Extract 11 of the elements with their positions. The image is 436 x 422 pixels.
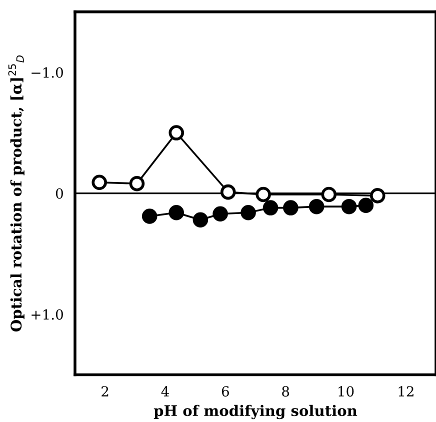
x-axis-title: pH of modifying solution bbox=[154, 404, 358, 420]
y-axis-title: Optical rotation of product, [α]$^{25}$$_{D}$ bbox=[8, 55, 24, 332]
x-tick-label: 12 bbox=[398, 386, 414, 396]
x-tick-label: 8 bbox=[282, 386, 290, 397]
y-tick-label: 0 bbox=[56, 188, 63, 199]
y-tick-label: +1.0 bbox=[32, 309, 63, 320]
x-tick-label: 6 bbox=[222, 386, 229, 397]
x-tick-label: 4 bbox=[161, 386, 169, 396]
x-tick-label: 10 bbox=[338, 386, 354, 397]
y-tick-label: −1.0 bbox=[32, 67, 63, 78]
x-tick-label: 2 bbox=[102, 386, 108, 396]
